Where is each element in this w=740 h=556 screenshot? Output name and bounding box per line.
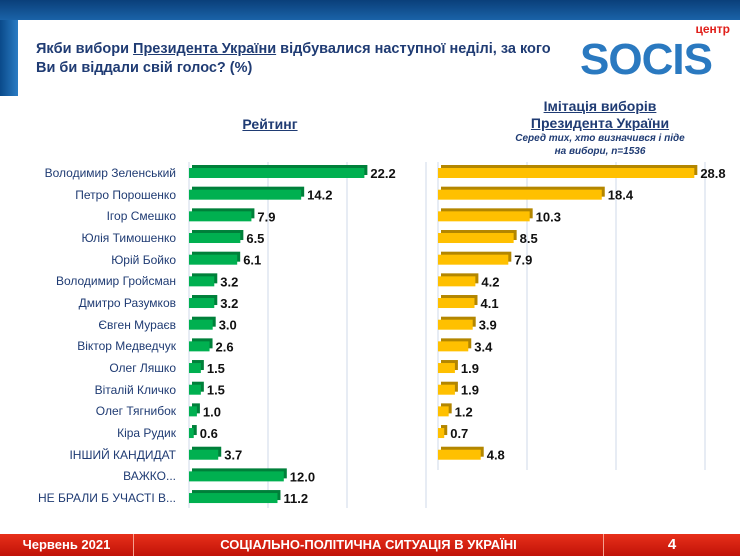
- data-label: 6.5: [246, 231, 264, 246]
- bar: [438, 233, 514, 244]
- category-label: Кіра Рудик: [117, 426, 176, 441]
- category-label: ІНШИЙ КАНДИДАТ: [69, 447, 176, 462]
- category-label: Віктор Медведчук: [77, 339, 176, 354]
- data-label: 4.2: [481, 274, 499, 289]
- bar: [189, 428, 194, 439]
- bar: [438, 406, 449, 417]
- category-label: Володимир Гройсман: [55, 274, 176, 289]
- top-bar: [0, 0, 740, 20]
- data-label: 1.9: [461, 383, 479, 398]
- page-number: 4: [667, 536, 677, 553]
- bar: [438, 276, 476, 287]
- bar: [189, 276, 215, 287]
- bar: [189, 363, 201, 374]
- page-title: Якби вибори Президента України відбували…: [36, 41, 551, 76]
- data-label: 3.7: [224, 448, 242, 463]
- bar: [189, 449, 219, 460]
- category-label: Дмитро Разумков: [78, 296, 176, 311]
- footer: Червень 2021 СОЦІАЛЬНО-ПОЛІТИЧНА СИТУАЦІ…: [0, 534, 740, 556]
- data-label: 3.2: [220, 274, 238, 289]
- data-label: 7.9: [257, 209, 275, 224]
- data-label: 4.8: [487, 448, 505, 463]
- category-label: Олег Тягнибок: [95, 404, 176, 419]
- bar: [189, 471, 284, 482]
- bar: [189, 168, 365, 178]
- data-label: 11.2: [283, 491, 308, 506]
- data-label: 4.1: [480, 296, 498, 311]
- data-label: 7.9: [514, 253, 532, 268]
- data-label: 1.5: [207, 361, 225, 376]
- data-label: 1.2: [455, 404, 473, 419]
- bar: [438, 319, 473, 330]
- category-label: Олег Ляшко: [109, 361, 176, 376]
- bar: [438, 428, 445, 439]
- data-label: 12.0: [290, 469, 315, 484]
- bar: [438, 384, 455, 395]
- bar-shadow: [192, 425, 197, 436]
- bar: [438, 341, 469, 352]
- bar: [189, 254, 238, 265]
- data-label: 2.6: [216, 339, 234, 354]
- bar: [189, 384, 201, 395]
- bar: [438, 189, 602, 200]
- bar: [438, 211, 530, 222]
- category-label: Петро Порошенко: [75, 187, 176, 202]
- rating-chart-title: Рейтинг: [242, 116, 298, 132]
- data-label: 3.4: [474, 339, 493, 354]
- category-label: Юлія Тимошенко: [81, 231, 177, 245]
- data-label: 14.2: [307, 188, 332, 203]
- bar: [438, 449, 481, 460]
- socis-logo: центр SOCIS: [580, 22, 730, 84]
- bar: [438, 168, 695, 178]
- data-label: 8.5: [520, 231, 538, 246]
- data-label: 28.8: [700, 166, 725, 181]
- data-label: 3.9: [479, 318, 497, 333]
- bar: [189, 319, 213, 330]
- bar-charts: 22.2 14.2 7.9 6.5 6.1 3.2 3.2 3.0 2.6 1.5 1.5 1.0 0.…: [188, 162, 726, 508]
- bar: [189, 298, 215, 309]
- data-label: 18.4: [608, 188, 634, 203]
- simulation-chart-title: Імітація виборів Президента України Серед…: [515, 98, 685, 157]
- data-label: 3.0: [219, 318, 237, 333]
- bar: [438, 254, 509, 265]
- side-accent: [0, 20, 18, 96]
- bar: [189, 406, 197, 417]
- bar: [438, 298, 475, 309]
- data-label: 0.7: [450, 426, 468, 441]
- bar: [438, 363, 455, 374]
- category-label: Євген Мураєв: [98, 317, 176, 332]
- bar: [189, 341, 210, 352]
- data-label: 3.2: [220, 296, 238, 311]
- bar: [189, 233, 241, 244]
- bar: [189, 493, 278, 504]
- data-label: 22.2: [370, 166, 395, 181]
- data-label: 6.1: [243, 253, 261, 268]
- footer-section: СОЦІАЛЬНО-ПОЛІТИЧНА СИТУАЦІЯ В УКРАЇНІ: [134, 534, 604, 556]
- data-label: 10.3: [536, 209, 561, 224]
- bar: [189, 189, 302, 200]
- data-label: 1.0: [203, 404, 221, 419]
- category-label: Віталій Кличко: [94, 382, 176, 397]
- data-label: 0.6: [200, 426, 218, 441]
- category-label: ВАЖКО...: [123, 469, 176, 484]
- footer-date: Червень 2021: [0, 534, 134, 556]
- category-label: Ігор Смешко: [106, 209, 176, 224]
- category-label: Володимир Зеленський: [44, 166, 176, 180]
- bar: [189, 211, 252, 222]
- category-label: НЕ БРАЛИ Б УЧАСТІ В...: [37, 491, 176, 506]
- data-label: 1.9: [461, 361, 479, 376]
- category-label: Юрій Бойко: [111, 252, 176, 267]
- data-label: 1.5: [207, 383, 225, 398]
